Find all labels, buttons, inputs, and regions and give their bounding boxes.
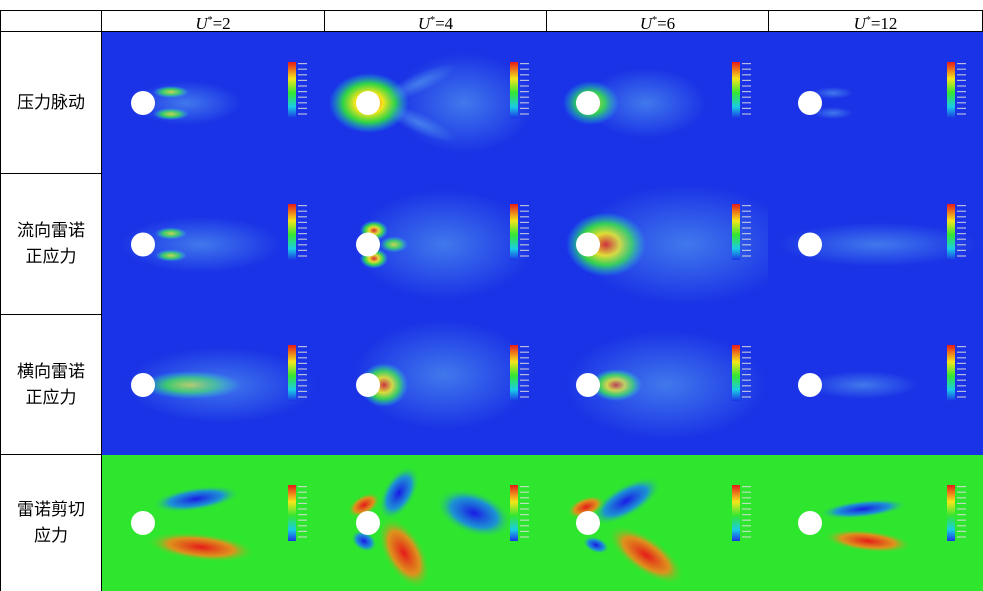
column-header-1-var: U <box>195 14 208 33</box>
row-label-2-line1: 流向雷诺 <box>17 221 85 241</box>
contour-panel-r2-c2 <box>324 174 546 315</box>
contour-panel-r3-c2 <box>324 315 546 455</box>
contour-panel-r2-c3 <box>546 174 796 315</box>
column-header-3-sup: * <box>652 15 658 26</box>
column-header-2-rest: =4 <box>435 14 454 33</box>
contour-panel-r4-c3 <box>546 455 768 591</box>
column-header-4: U*=12 <box>768 10 983 33</box>
row-label-3-line2: 正应力 <box>25 387 77 408</box>
row-label-4-line1: 雷诺剪切 <box>17 500 85 520</box>
column-header-2-var: U <box>417 14 431 33</box>
contour-panel-r2-c4 <box>768 174 983 315</box>
contour-panel-r4-c1 <box>101 455 324 591</box>
column-header-1-rest: =2 <box>212 14 231 33</box>
column-header-2-sup: * <box>430 15 436 26</box>
column-header-1-sup: * <box>207 15 213 26</box>
column-header-3: U*=6 <box>546 10 768 33</box>
contour-panel-r4-c4 <box>768 455 983 591</box>
contour-panel-r3-c3 <box>546 315 768 455</box>
contour-panels <box>101 32 983 591</box>
grid-line-left <box>101 32 102 591</box>
row-label-shear: 雷诺剪切 应力 <box>0 455 101 591</box>
column-header-4-sup: * <box>865 15 871 26</box>
column-header-2: U*=4 <box>324 10 546 33</box>
contour-panel-r4-c2 <box>324 455 546 591</box>
contour-panel-r2-c1 <box>101 174 324 315</box>
row-label-3-line1: 横向雷诺 <box>17 361 85 382</box>
row-label-1-line1: 压力脉动 <box>17 92 85 113</box>
header-corner <box>0 10 102 32</box>
row-label-pressure: 压力脉动 <box>0 32 101 174</box>
contour-panel-r3-c1 <box>101 315 324 455</box>
row-label-4-line2: 应力 <box>34 526 68 546</box>
column-header-4-var: U <box>853 14 866 33</box>
row-label-2-line2: 正应力 <box>25 247 77 267</box>
column-header-3-var: U <box>639 14 653 33</box>
row-label-transverse: 横向雷诺 正应力 <box>0 315 101 455</box>
column-header-3-rest: =6 <box>657 14 676 33</box>
column-header-4-rest: =12 <box>870 14 898 33</box>
contour-panel-r1-c1 <box>101 32 324 174</box>
row-label-streamwise: 流向雷诺 正应力 <box>0 174 101 315</box>
column-header-1: U*=2 <box>101 10 324 33</box>
contour-panel-r1-c2 <box>324 32 546 174</box>
contour-panel-r1-c3 <box>546 32 768 174</box>
contour-panel-r1-c4 <box>768 32 983 174</box>
contour-panel-r3-c4 <box>768 315 983 455</box>
